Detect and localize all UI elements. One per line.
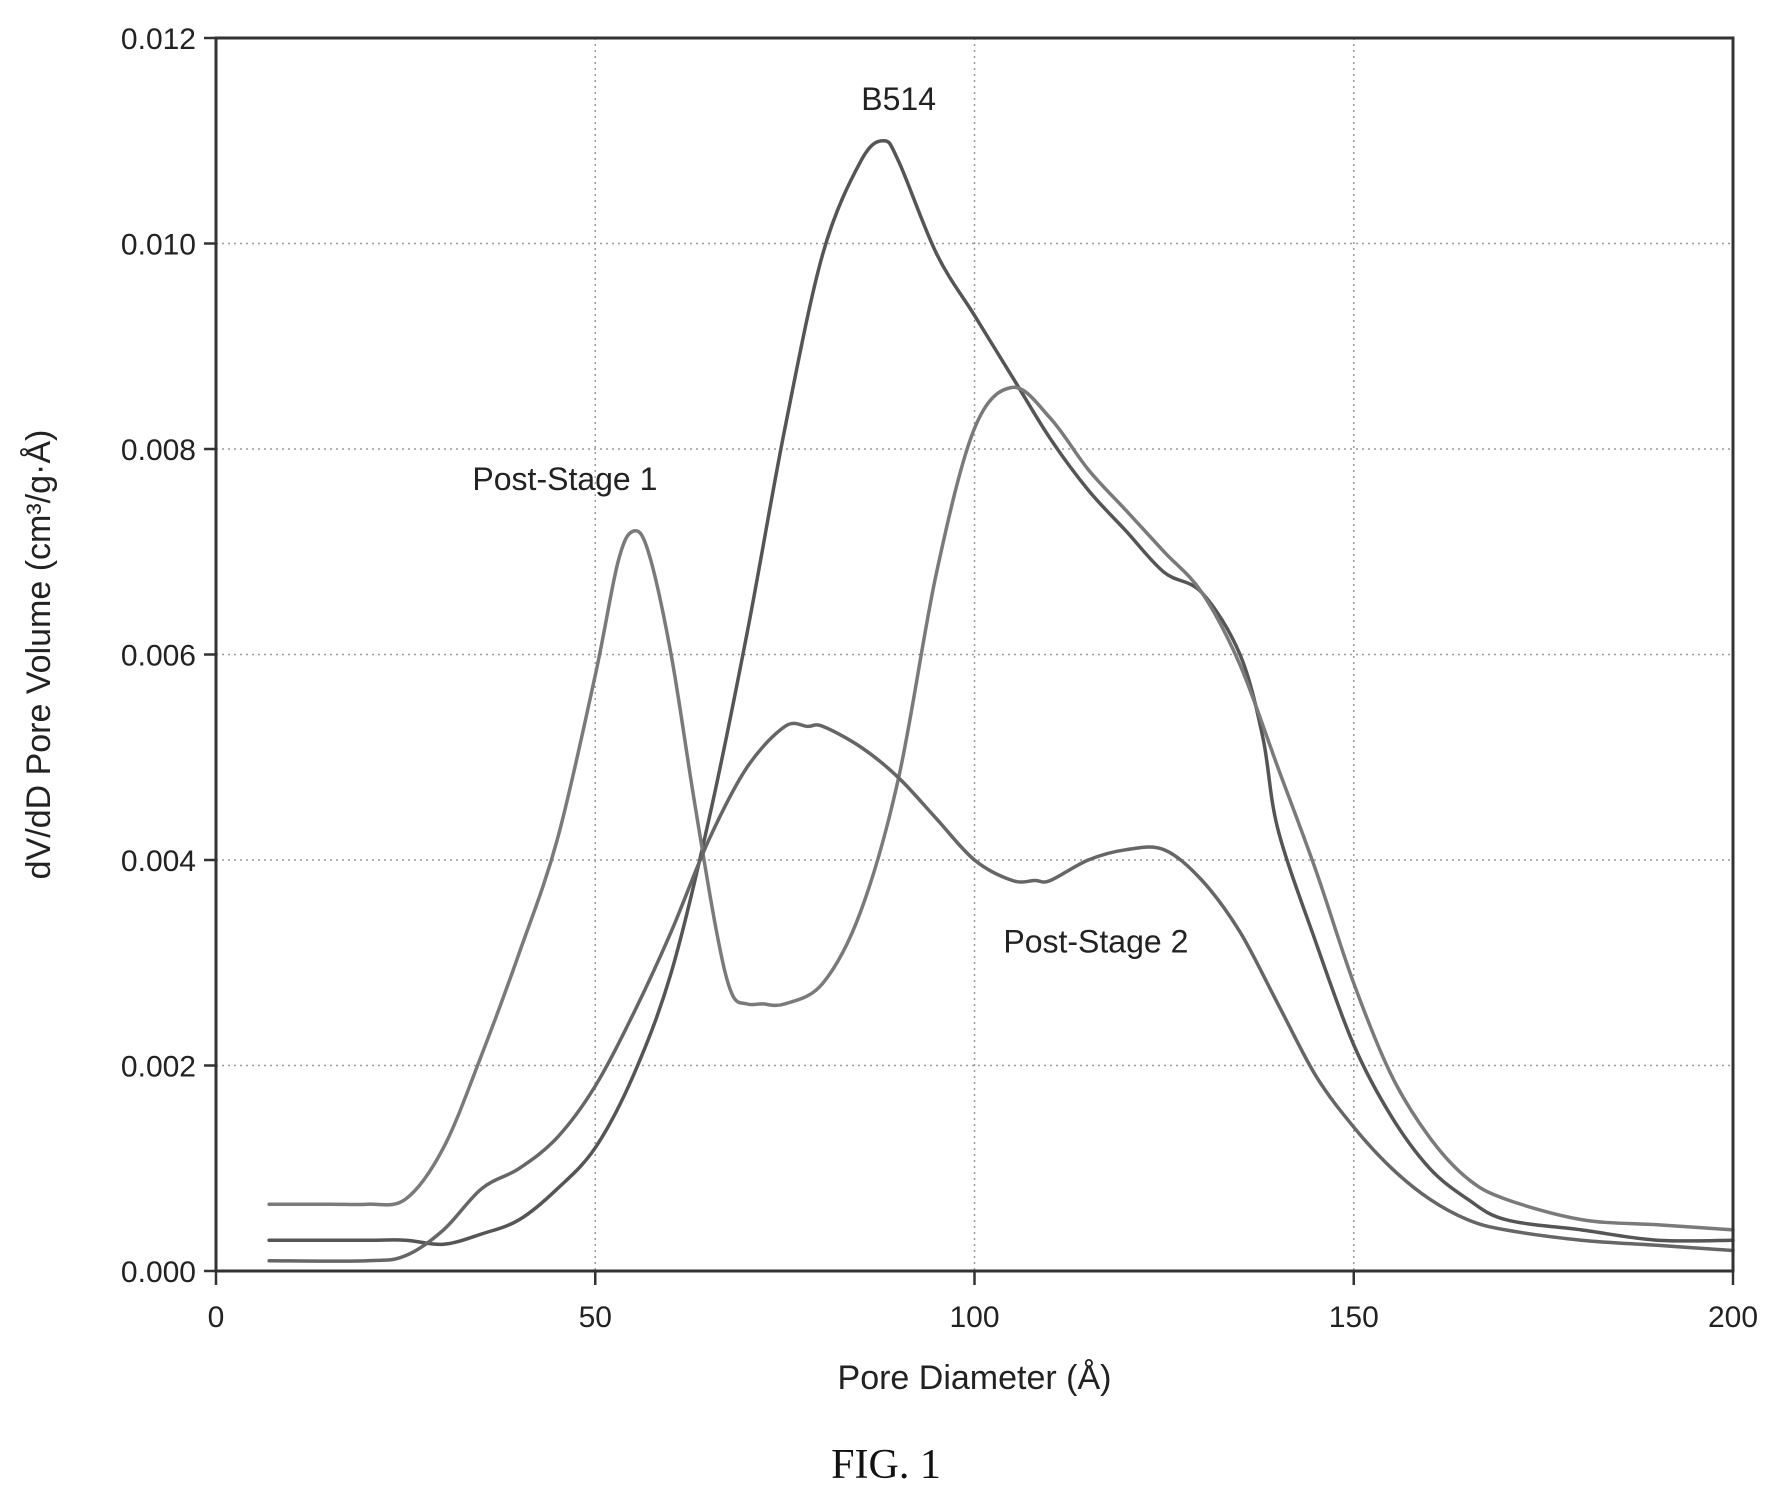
x-tick-label: 50 (579, 1301, 612, 1334)
annotation-b514: B514 (861, 81, 936, 117)
x-axis-label: Pore Diameter (Å) (838, 1359, 1112, 1397)
x-tick-label: 200 (1708, 1301, 1758, 1334)
x-tick-label: 150 (1329, 1301, 1379, 1334)
annotations: B514 Post-Stage 1 Post-Stage 2 (472, 81, 1188, 960)
series-line-post-stage-2 (267, 721, 1735, 1263)
y-axis-label: dV/dD Pore Volume (cm³/g·Å) (20, 430, 58, 880)
series-layer (267, 139, 1735, 1263)
y-tick-label: 0.000 (121, 1256, 196, 1289)
y-tick-label: 0.002 (121, 1051, 196, 1084)
y-tick-label: 0.004 (121, 845, 196, 878)
tick-marks (204, 36, 1735, 1285)
x-tick-label: 0 (208, 1301, 225, 1334)
annotation-post-stage-2: Post-Stage 2 (1003, 923, 1188, 959)
gridlines (216, 38, 1733, 1271)
series-line-b514 (267, 139, 1735, 1247)
y-tick-label: 0.008 (121, 434, 196, 467)
series-line-post-stage-1 (267, 385, 1735, 1232)
y-tick-label: 0.010 (121, 229, 196, 262)
x-tick-label: 100 (949, 1301, 999, 1334)
y-tick-label: 0.012 (121, 23, 196, 56)
y-tick-label: 0.006 (121, 640, 196, 673)
figure-caption: FIG. 1 (831, 1442, 941, 1488)
annotation-post-stage-1: Post-Stage 1 (472, 461, 657, 497)
tick-labels: 0 50 100 150 200 0.000 0.002 0.004 0.006 0.008 0.0… (121, 23, 1758, 1334)
